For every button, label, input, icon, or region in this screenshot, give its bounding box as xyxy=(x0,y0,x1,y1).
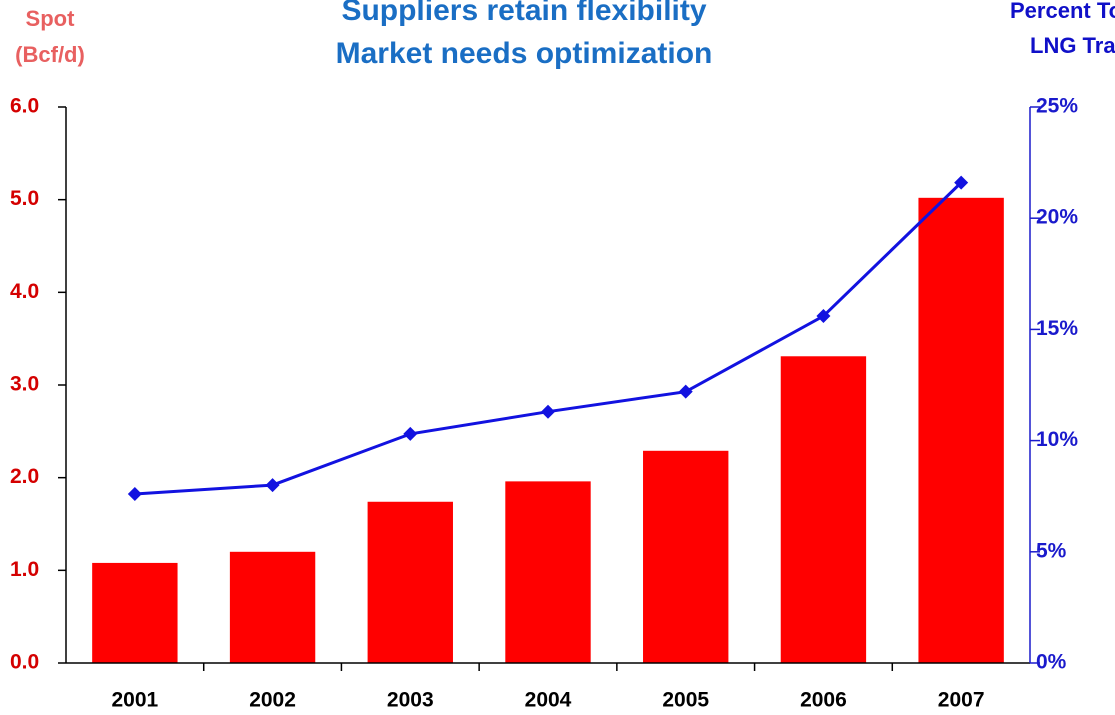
y-tick-label: 0.0 xyxy=(10,651,39,674)
line-marker xyxy=(403,426,418,441)
x-tick-label: 2001 xyxy=(111,689,158,712)
y2-axis-label: LNG Trade xyxy=(1030,33,1115,58)
bar xyxy=(918,197,1004,663)
bar xyxy=(229,551,316,663)
line-marker xyxy=(816,309,831,324)
y2-tick-label: 20% xyxy=(1036,206,1078,229)
y-tick-label: 4.0 xyxy=(10,280,39,303)
x-tick-label: 2004 xyxy=(525,689,572,712)
y-tick-label: 5.0 xyxy=(10,187,39,210)
y2-tick-label: 10% xyxy=(1036,428,1078,451)
line-marker xyxy=(541,404,555,419)
bar xyxy=(92,562,178,663)
x-tick-label: 2005 xyxy=(662,689,709,712)
y-tick-label: 1.0 xyxy=(10,558,39,581)
y-tick-label: 3.0 xyxy=(10,373,39,396)
chart-title: Market needs optimization xyxy=(336,37,713,70)
bar xyxy=(780,356,867,663)
y2-tick-label: 0% xyxy=(1036,651,1067,674)
bar xyxy=(643,450,729,663)
line-marker xyxy=(265,478,280,493)
x-tick-label: 2007 xyxy=(938,689,985,712)
line-marker xyxy=(954,175,969,190)
y2-tick-label: 15% xyxy=(1036,317,1078,340)
bar xyxy=(505,481,591,663)
bar xyxy=(367,501,453,663)
x-tick-label: 2002 xyxy=(249,689,296,712)
chart-title: Suppliers retain flexibility xyxy=(341,0,706,27)
y-axis-label: Spot xyxy=(26,6,76,31)
x-tick-label: 2006 xyxy=(800,689,847,712)
y-axis-label: (Bcf/d) xyxy=(15,42,85,67)
y2-axis-label: Percent Tot xyxy=(1010,0,1115,23)
y2-tick-label: 25% xyxy=(1036,95,1078,118)
y-tick-label: 2.0 xyxy=(10,465,39,488)
y-tick-label: 6.0 xyxy=(10,95,39,118)
line-marker xyxy=(678,384,693,399)
y2-tick-label: 5% xyxy=(1036,539,1067,562)
line-marker xyxy=(127,486,142,501)
x-tick-label: 2003 xyxy=(387,689,434,712)
